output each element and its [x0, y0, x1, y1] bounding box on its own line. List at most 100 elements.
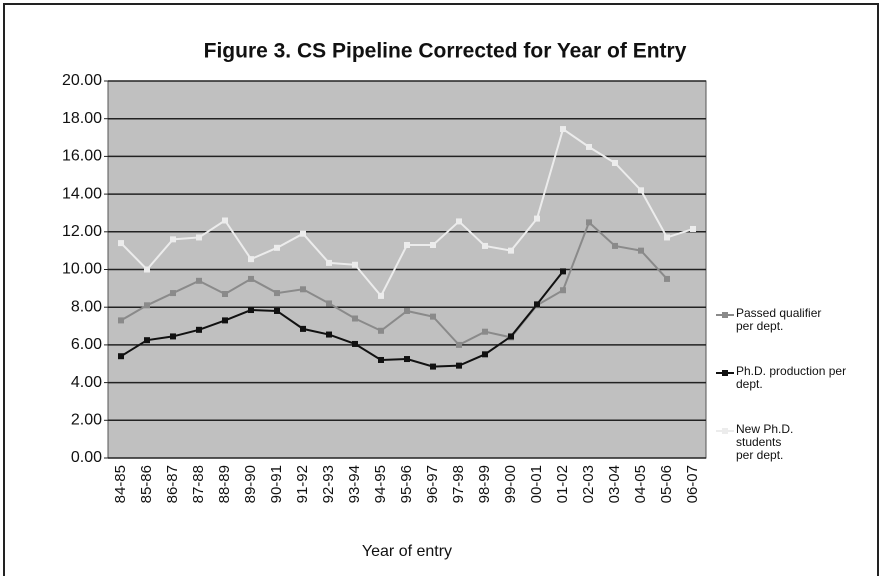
data-point	[118, 317, 124, 324]
x-tick-label: 87-88	[190, 465, 207, 503]
x-tick-label: 01-02	[554, 465, 571, 503]
data-point	[144, 337, 150, 344]
data-point	[222, 317, 228, 324]
x-tick-label: 84-85	[112, 465, 129, 503]
legend-marker	[722, 370, 728, 376]
y-tick-label: 10.00	[62, 261, 102, 278]
data-point	[170, 236, 176, 243]
data-point	[274, 244, 280, 251]
data-point	[352, 315, 358, 322]
data-point	[560, 268, 566, 275]
data-point	[456, 341, 462, 348]
data-point	[586, 219, 592, 226]
x-tick-label: 06-07	[684, 465, 701, 503]
data-point	[534, 301, 540, 308]
x-tick-label: 97-98	[450, 465, 467, 503]
data-point	[222, 291, 228, 298]
data-point	[248, 307, 254, 314]
y-tick-label: 2.00	[71, 412, 102, 429]
y-tick-label: 20.00	[62, 72, 102, 89]
data-point	[586, 143, 592, 150]
x-tick-label: 88-89	[216, 465, 233, 503]
data-point	[612, 242, 618, 249]
y-tick-label: 16.00	[62, 148, 102, 165]
data-point	[482, 242, 488, 249]
x-tick-label: 00-01	[528, 465, 545, 503]
chart-title: Figure 3. CS Pipeline Corrected for Year…	[204, 40, 687, 63]
data-point	[144, 266, 150, 273]
data-point	[404, 307, 410, 314]
data-point	[560, 126, 566, 133]
x-tick-label: 93-94	[346, 465, 363, 503]
data-point	[456, 218, 462, 225]
y-tick-label: 12.00	[62, 223, 102, 240]
series-line	[120, 270, 564, 368]
x-axis-label: Year of entry	[362, 543, 452, 560]
data-point	[430, 241, 436, 248]
legend-marker	[722, 312, 728, 318]
data-point	[638, 187, 644, 194]
data-point	[352, 340, 358, 347]
data-point	[300, 230, 306, 237]
y-tick-label: 8.00	[71, 298, 102, 315]
data-point	[430, 313, 436, 320]
data-point	[638, 247, 644, 254]
x-tick-label: 91-92	[294, 465, 311, 503]
data-point	[196, 277, 202, 284]
data-point	[482, 351, 488, 358]
x-tick-label: 98-99	[476, 465, 493, 503]
x-tick-label: 90-91	[268, 465, 285, 503]
y-tick-label: 6.00	[71, 336, 102, 353]
data-point	[222, 217, 228, 224]
data-point	[378, 356, 384, 363]
x-tick-label: 96-97	[424, 465, 441, 503]
x-tick-label: 89-90	[242, 465, 259, 503]
x-tick-label: 86-87	[164, 465, 181, 503]
data-point	[508, 247, 514, 254]
data-point	[118, 353, 124, 360]
data-point	[612, 159, 618, 166]
data-point	[404, 241, 410, 248]
data-point	[326, 300, 332, 307]
data-point	[560, 287, 566, 294]
x-tick-label: 03-04	[606, 465, 623, 503]
data-point	[300, 286, 306, 293]
data-point	[456, 362, 462, 369]
data-point	[404, 356, 410, 363]
data-point	[326, 259, 332, 266]
data-point	[378, 327, 384, 334]
data-point	[482, 328, 488, 335]
y-tick-label: 14.00	[62, 185, 102, 202]
x-tick-label: 99-00	[502, 465, 519, 503]
data-point	[664, 234, 670, 241]
data-point	[144, 302, 150, 309]
data-point	[118, 240, 124, 247]
data-point	[430, 363, 436, 370]
data-point	[196, 326, 202, 333]
x-tick-label: 02-03	[580, 465, 597, 503]
x-tick-label: 95-96	[398, 465, 415, 503]
legend-marker	[722, 428, 728, 434]
y-tick-label: 4.00	[71, 374, 102, 391]
data-point	[352, 261, 358, 268]
x-tick-label: 94-95	[372, 465, 389, 503]
data-point	[196, 234, 202, 241]
series-line	[120, 220, 668, 347]
data-point	[248, 256, 254, 263]
data-point	[170, 333, 176, 340]
data-point	[378, 292, 384, 299]
data-point	[326, 331, 332, 338]
y-tick-label: 0.00	[71, 449, 102, 466]
data-point	[170, 290, 176, 297]
legend-label: New Ph.D. students per dept.	[736, 422, 794, 462]
x-tick-label: 05-06	[658, 465, 675, 503]
data-point	[690, 225, 696, 232]
legend-label: Ph.D. production per dept.	[736, 364, 847, 391]
y-tick-label: 18.00	[62, 110, 102, 127]
x-tick-label: 04-05	[632, 465, 649, 503]
legend-label: Passed qualifier per dept.	[736, 306, 822, 333]
x-tick-label: 92-93	[320, 465, 337, 503]
data-point	[274, 290, 280, 297]
